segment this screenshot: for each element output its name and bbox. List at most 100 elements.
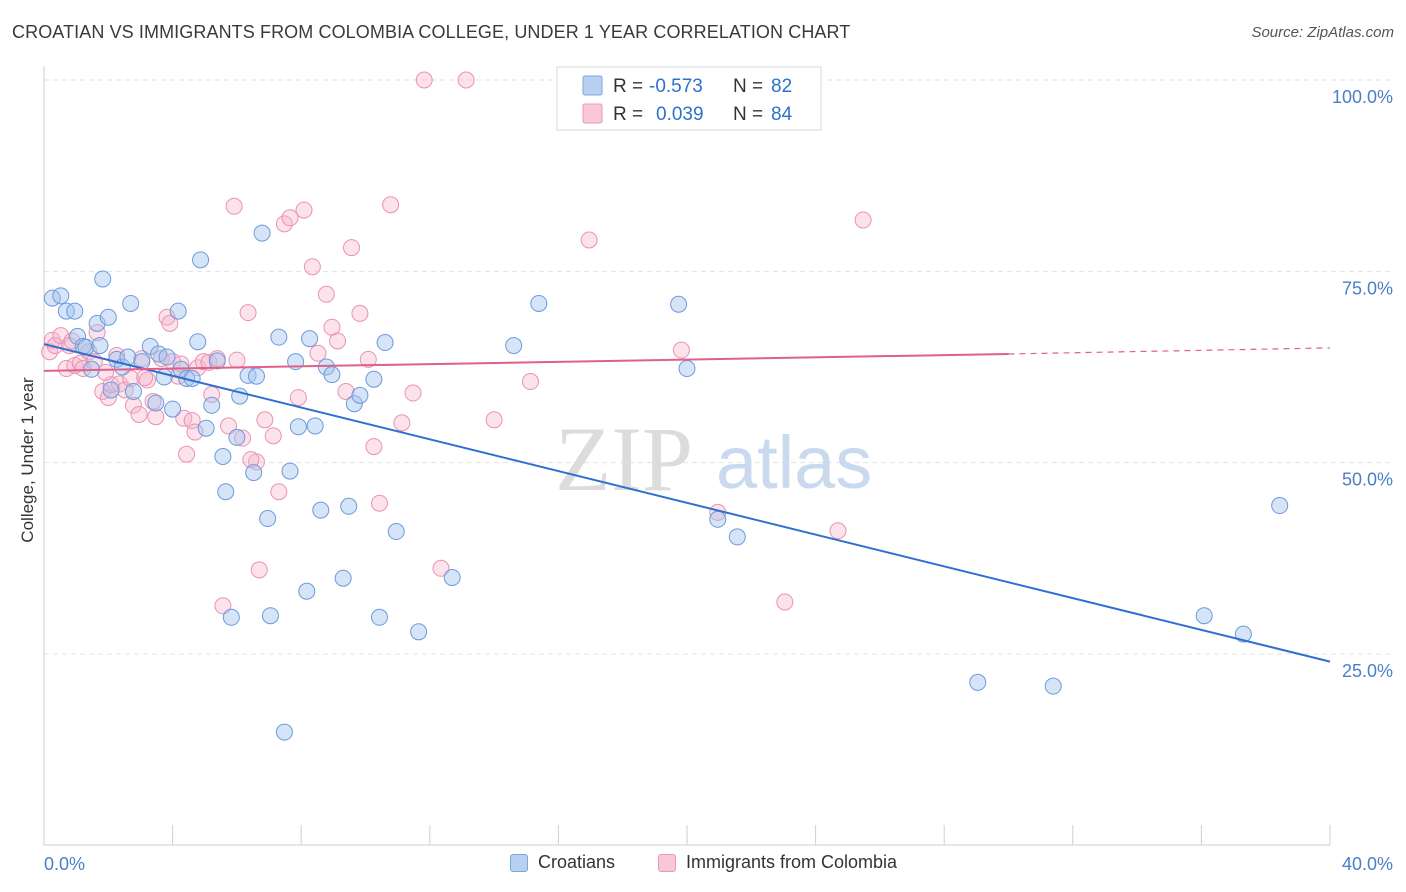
croatian-point-29 bbox=[189, 333, 207, 351]
colombia-point-83 bbox=[242, 451, 260, 469]
colombia-point-36 bbox=[200, 353, 218, 371]
colombia-point-69 bbox=[457, 71, 475, 89]
colombia-point-47 bbox=[264, 427, 282, 445]
croatian-point-51 bbox=[301, 330, 319, 348]
croatian-point-71 bbox=[728, 528, 746, 546]
croatian-point-61 bbox=[370, 608, 388, 626]
colombia-point-3 bbox=[52, 327, 70, 345]
colombia-point-72 bbox=[580, 231, 598, 249]
legend-n-value-1: 82 bbox=[771, 76, 792, 97]
colombia-point-58 bbox=[337, 382, 355, 400]
croatian-point-3 bbox=[66, 302, 84, 320]
croatian-point-58 bbox=[345, 395, 363, 413]
y-tick-label-0: 25.0% bbox=[1342, 661, 1393, 681]
colombia-point-57 bbox=[329, 332, 347, 350]
croatian-point-32 bbox=[203, 396, 221, 414]
legend-n-label-2: N = bbox=[733, 104, 763, 125]
croatian-point-49 bbox=[289, 418, 307, 436]
colombia-point-65 bbox=[393, 414, 411, 432]
legend-top: R = -0.573 N = 82 R = 0.039 N = 84 bbox=[556, 66, 822, 131]
croatians-trend-line bbox=[43, 343, 1331, 663]
legend-label-croatians: Croatians bbox=[538, 852, 616, 872]
croatian-point-59 bbox=[351, 386, 369, 404]
colombia-point-81 bbox=[63, 332, 81, 350]
chart-title: CROATIAN VS IMMIGRANTS FROM COLOMBIA COL… bbox=[12, 22, 851, 42]
colombia-point-76 bbox=[829, 522, 847, 540]
legend-r-value-2: 0.039 bbox=[656, 104, 704, 125]
colombia-point-27 bbox=[161, 314, 179, 332]
colombia-trend-line-extrapolated bbox=[1008, 347, 1331, 355]
colombia-point-39 bbox=[214, 597, 232, 615]
legend-swatch-croatians bbox=[582, 75, 603, 96]
croatians-points bbox=[43, 224, 1289, 741]
croatian-point-70 bbox=[709, 510, 727, 528]
croatian-point-57 bbox=[340, 497, 358, 515]
croatian-point-10 bbox=[94, 270, 112, 288]
legend-item-colombia: Immigrants from Colombia bbox=[658, 852, 897, 873]
colombia-point-50 bbox=[281, 209, 299, 227]
watermark-zip: ZIP bbox=[555, 408, 693, 510]
croatian-point-72 bbox=[969, 673, 987, 691]
colombia-point-61 bbox=[359, 350, 377, 368]
colombia-point-64 bbox=[382, 196, 400, 214]
legend-r-value-1: -0.573 bbox=[649, 76, 703, 97]
colombia-point-18 bbox=[122, 369, 140, 387]
croatian-point-24 bbox=[164, 400, 182, 418]
axes bbox=[43, 66, 1331, 846]
colombia-point-73 bbox=[672, 341, 690, 359]
croatian-point-25 bbox=[169, 302, 187, 320]
croatian-point-66 bbox=[505, 337, 523, 355]
watermark-atlas: atlas bbox=[716, 421, 872, 504]
colombia-point-46 bbox=[256, 411, 274, 429]
tick-labels: 25.0% 50.0% 75.0% 100.0% 0.0% 40.0% bbox=[44, 87, 1393, 874]
legend-item-croatians: Croatians bbox=[510, 852, 615, 873]
colombia-point-68 bbox=[432, 559, 450, 577]
colombia-point-67 bbox=[415, 71, 433, 89]
croatian-point-8 bbox=[88, 314, 106, 332]
croatian-point-47 bbox=[281, 462, 299, 480]
colombia-point-77 bbox=[854, 211, 872, 229]
croatian-point-62 bbox=[376, 334, 394, 352]
croatian-point-9 bbox=[91, 337, 109, 355]
y-tick-label-3: 100.0% bbox=[1332, 87, 1393, 107]
croatian-point-52 bbox=[306, 417, 324, 435]
colombia-point-78 bbox=[225, 197, 243, 215]
source-label: Source: ZipAtlas.com bbox=[1251, 24, 1394, 41]
colombia-point-22 bbox=[138, 371, 156, 389]
colombia-point-70 bbox=[485, 411, 503, 429]
colombia-point-43 bbox=[239, 304, 257, 322]
croatian-point-76 bbox=[1271, 497, 1289, 515]
colombia-point-45 bbox=[250, 561, 268, 579]
croatian-point-37 bbox=[228, 428, 246, 446]
croatian-point-45 bbox=[270, 328, 288, 346]
legend-swatch-colombia bbox=[582, 103, 603, 124]
colombia-point-24 bbox=[147, 408, 165, 426]
croatian-point-33 bbox=[208, 352, 226, 370]
croatian-point-30 bbox=[192, 251, 210, 269]
y-tick-label-2: 75.0% bbox=[1342, 278, 1393, 298]
colombia-point-66 bbox=[404, 384, 422, 402]
croatian-point-43 bbox=[259, 510, 277, 528]
colombia-point-75 bbox=[776, 593, 794, 611]
colombia-point-19 bbox=[124, 396, 142, 414]
croatian-point-17 bbox=[124, 382, 142, 400]
x-tick-label-1: 40.0% bbox=[1342, 854, 1393, 874]
colombia-points bbox=[41, 71, 872, 615]
grid-lines bbox=[44, 79, 1395, 655]
legend-swatch-colombia-bottom bbox=[658, 853, 676, 872]
colombia-point-71 bbox=[521, 373, 539, 391]
croatian-point-1 bbox=[52, 287, 70, 305]
croatian-point-73 bbox=[1044, 677, 1062, 695]
croatian-point-75 bbox=[1234, 625, 1252, 643]
colombia-point-25 bbox=[152, 350, 170, 368]
legend-n-value-2: 84 bbox=[771, 104, 793, 125]
croatian-point-68 bbox=[670, 295, 688, 313]
croatian-point-31 bbox=[197, 419, 215, 437]
colombia-point-35 bbox=[194, 353, 212, 371]
croatian-point-36 bbox=[222, 608, 240, 626]
colombia-point-51 bbox=[289, 389, 307, 407]
legend-n-label-1: N = bbox=[733, 76, 763, 97]
colombia-point-33 bbox=[186, 423, 204, 441]
croatian-point-56 bbox=[334, 569, 352, 587]
